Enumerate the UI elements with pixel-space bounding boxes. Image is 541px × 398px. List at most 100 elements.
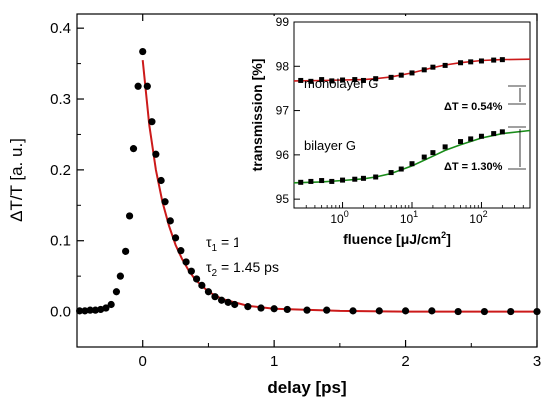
main-data-point bbox=[81, 307, 89, 315]
main-y-axis-title-unit: [a. u.] bbox=[7, 138, 26, 185]
main-data-point bbox=[139, 47, 147, 56]
main-x-tick-label: 1 bbox=[270, 353, 278, 370]
inset-x-tick-exponent: 0 bbox=[344, 209, 349, 219]
main-y-axis-title-base: ΔT/T bbox=[7, 185, 26, 222]
main-y-tick-label: 0.1 bbox=[50, 233, 71, 250]
inset-data-point bbox=[340, 77, 346, 83]
main-y-tick-label: 0.0 bbox=[50, 304, 71, 321]
main-data-point bbox=[270, 305, 278, 313]
inset-data-point bbox=[458, 60, 464, 66]
main-data-point bbox=[102, 304, 110, 312]
main-chart: 0 1 2 3 0.0 0.1 0.2 0.3 0.4 delay [ps] ΔT/T [a. … bbox=[7, 13, 541, 397]
main-data-point bbox=[187, 267, 195, 275]
inset-x-axis-title-sup: 2 bbox=[441, 230, 446, 240]
inset-x-tick-exponent: 2 bbox=[483, 209, 488, 219]
inset-data-point bbox=[398, 166, 404, 172]
inset-data-point bbox=[421, 67, 427, 73]
main-y-axis-title: ΔT/T [a. u.] bbox=[7, 138, 26, 222]
inset-data-point bbox=[421, 154, 427, 160]
inset-data-point bbox=[478, 133, 484, 139]
inset-x-axis-title: fluence [μJ/cm2] bbox=[343, 230, 451, 247]
main-data-point bbox=[86, 306, 94, 314]
main-data-point bbox=[204, 288, 213, 296]
inset-data-point bbox=[499, 129, 505, 135]
main-data-point bbox=[134, 82, 142, 90]
tau2-subscript: 2 bbox=[212, 268, 218, 279]
main-data-point bbox=[533, 307, 541, 316]
inset-data-point bbox=[430, 64, 436, 70]
inset-y-tick-label: 99 bbox=[276, 15, 290, 29]
inset-data-point bbox=[298, 77, 304, 83]
inset-x-tick-label: 101 bbox=[400, 209, 418, 226]
inset-data-point bbox=[468, 59, 474, 65]
inset-data-point bbox=[491, 131, 497, 137]
tau1-symbol: τ bbox=[206, 234, 212, 250]
inset-data-point bbox=[373, 76, 379, 82]
inset-x-axis-title-base: fluence [μJ/cm bbox=[343, 231, 441, 247]
main-x-tick-label: 3 bbox=[533, 353, 541, 370]
inset-y-tick-label: 98 bbox=[276, 59, 290, 73]
delta-bilayer-label: ΔT = 1.30% bbox=[444, 161, 503, 173]
inset-background bbox=[238, 16, 535, 248]
main-data-point bbox=[428, 307, 436, 315]
inset-data-point bbox=[398, 72, 404, 78]
main-data-point bbox=[349, 307, 357, 315]
main-data-point bbox=[211, 293, 219, 301]
tau2-annotation: τ2 = 1.45 ps bbox=[206, 259, 279, 279]
main-data-point bbox=[116, 272, 124, 280]
main-data-point bbox=[125, 212, 134, 220]
main-y-tick-label: 0.3 bbox=[50, 91, 71, 108]
inset-x-tick-base: 10 bbox=[330, 212, 344, 226]
inset-data-point bbox=[329, 78, 335, 84]
main-data-point bbox=[303, 306, 311, 314]
inset-data-point bbox=[388, 170, 394, 176]
inset-data-point bbox=[360, 77, 366, 83]
main-data-point bbox=[375, 307, 383, 315]
main-x-tick-label: 0 bbox=[139, 353, 147, 370]
main-data-point bbox=[157, 176, 165, 185]
inset-data-point bbox=[340, 177, 346, 183]
main-data-point bbox=[244, 303, 252, 311]
main-data-point bbox=[122, 247, 130, 255]
main-data-point bbox=[507, 307, 515, 316]
inset-data-point bbox=[409, 161, 415, 167]
inset-x-tick-base: 10 bbox=[400, 212, 414, 226]
inset-data-point bbox=[352, 176, 358, 182]
main-data-point bbox=[182, 258, 190, 266]
tau2-symbol: τ bbox=[206, 259, 212, 275]
inset-data-point bbox=[388, 74, 394, 80]
inset-data-point bbox=[319, 77, 325, 83]
main-data-point bbox=[177, 247, 185, 255]
main-y-tick-label: 0.4 bbox=[50, 20, 71, 37]
main-data-point bbox=[480, 307, 489, 316]
main-data-point bbox=[454, 307, 462, 316]
inset-data-point bbox=[352, 77, 358, 83]
inset-x-tick-base: 10 bbox=[469, 212, 483, 226]
main-data-point bbox=[231, 300, 239, 309]
inset-y-tick-label: 95 bbox=[276, 192, 290, 206]
main-data-points bbox=[76, 47, 541, 316]
main-data-point bbox=[148, 118, 156, 126]
bilayer-label: bilayer G bbox=[304, 138, 356, 153]
main-plot-frame bbox=[76, 13, 538, 348]
inset-data-point bbox=[308, 78, 314, 84]
main-x-tick-label: 2 bbox=[401, 353, 409, 370]
inset-data-point bbox=[442, 144, 448, 150]
main-data-point bbox=[91, 306, 99, 314]
inset-x-tick-label: 100 bbox=[330, 209, 348, 226]
main-data-point bbox=[152, 150, 160, 158]
main-data-point bbox=[217, 296, 226, 304]
main-data-point bbox=[143, 82, 151, 90]
inset-data-point bbox=[319, 178, 325, 184]
inset-data-point bbox=[468, 136, 474, 142]
inset-x-tick-exponent: 1 bbox=[413, 209, 418, 219]
main-data-point bbox=[257, 304, 265, 312]
monolayer-label: monolayer G bbox=[304, 76, 378, 91]
inset-data-point bbox=[373, 174, 379, 180]
main-data-point bbox=[161, 198, 169, 206]
inset-data-point bbox=[329, 178, 335, 184]
main-tick-labels: 0 1 2 3 0.0 0.1 0.2 0.3 0.4 bbox=[50, 20, 541, 370]
